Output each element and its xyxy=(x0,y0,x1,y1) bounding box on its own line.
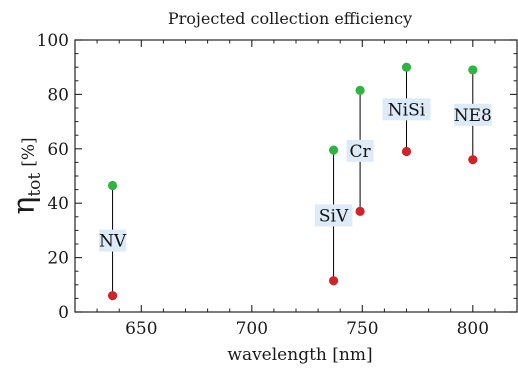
emitter-nisi: NiSi xyxy=(382,62,431,157)
emitter-label: NV xyxy=(99,232,127,252)
emitter-label: Cr xyxy=(350,142,372,162)
y-axis-label-symbol: η xyxy=(7,197,42,215)
plot-frame xyxy=(74,39,518,313)
y-tick-label: 20 xyxy=(47,249,69,269)
emitter-label-box xyxy=(454,103,492,126)
emitter-label-box xyxy=(382,98,431,121)
plot-area: 650 700 750 800 0 20 40 60 80 100 NV SiV Cr NiSi NE8 xyxy=(37,31,518,339)
emitter-label: NE8 xyxy=(454,106,492,126)
low-efficiency-point xyxy=(328,276,339,286)
y-axis-label-subscript: tot xyxy=(25,173,45,197)
low-efficiency-point xyxy=(401,146,412,157)
high-efficiency-point xyxy=(468,65,478,75)
high-efficiency-point xyxy=(328,145,339,155)
emitter-label: NiSi xyxy=(388,100,426,120)
low-efficiency-point xyxy=(355,206,365,216)
emitter-label-box xyxy=(346,139,374,162)
y-tick-label: 80 xyxy=(47,85,69,105)
y-axis-label: ηtot [%] xyxy=(7,137,45,214)
x-tick-label: 800 xyxy=(457,319,489,339)
low-efficiency-point xyxy=(468,155,478,165)
x-tick-label: 750 xyxy=(346,319,378,339)
emitter-label-box xyxy=(314,204,353,227)
high-efficiency-point xyxy=(107,180,118,191)
emitter-siv: SiV xyxy=(314,145,353,286)
chart-title: Projected collection efficiency xyxy=(168,9,412,28)
x-tick-label: 700 xyxy=(236,319,268,339)
emitter-cr: Cr xyxy=(346,85,374,216)
emitter-nv: NV xyxy=(99,180,127,301)
high-efficiency-point xyxy=(355,85,365,95)
y-tick-label: 0 xyxy=(58,303,69,323)
emitter-ne8: NE8 xyxy=(454,65,492,165)
y-tick-label: 60 xyxy=(47,140,69,160)
high-efficiency-point xyxy=(401,62,412,72)
y-tick-label: 100 xyxy=(37,31,69,51)
x-tick-label: 650 xyxy=(125,319,157,339)
y-axis-label-unit: [%] xyxy=(19,137,39,166)
y-tick-label: 40 xyxy=(47,194,69,214)
emitter-label: SiV xyxy=(319,206,349,226)
emitter-label-box xyxy=(99,229,127,252)
y-axis-label-text: ηtot [%] xyxy=(7,137,45,214)
x-axis-label: wavelength [nm] xyxy=(227,345,372,365)
low-efficiency-point xyxy=(107,291,118,301)
